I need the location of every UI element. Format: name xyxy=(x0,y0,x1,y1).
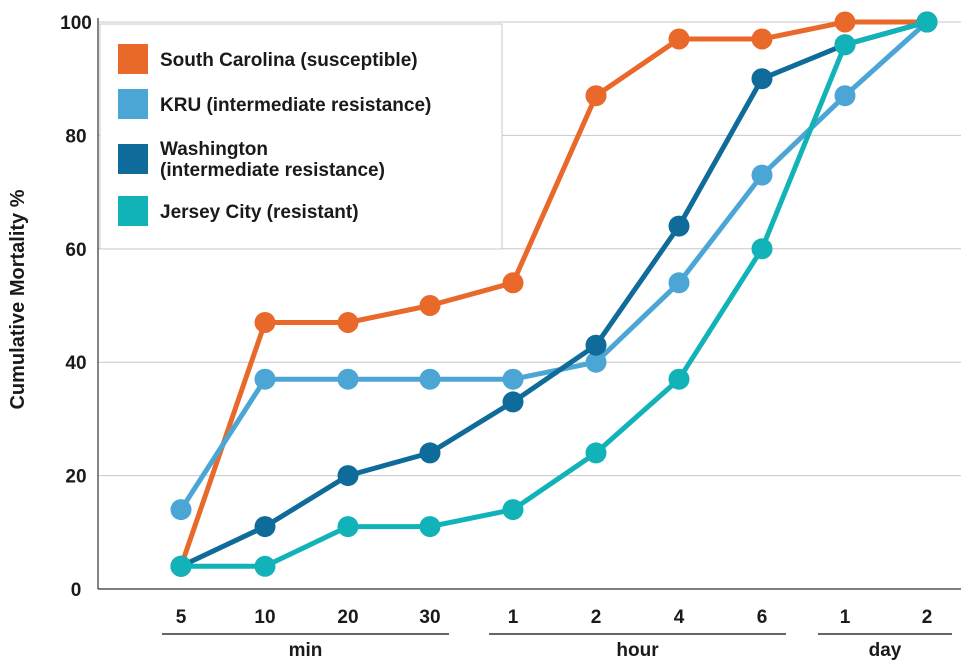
data-point xyxy=(668,215,690,237)
data-point xyxy=(170,555,192,577)
legend-label: South Carolina (susceptible) xyxy=(160,50,418,71)
legend-swatch xyxy=(118,196,148,226)
series-lines xyxy=(170,11,938,577)
data-point xyxy=(170,499,192,521)
series-line xyxy=(178,19,927,568)
data-point xyxy=(502,499,524,521)
data-point xyxy=(751,28,773,50)
x-tick-label: 4 xyxy=(674,607,685,628)
legend-swatch xyxy=(118,44,148,74)
x-group-label: day xyxy=(869,640,902,661)
data-point xyxy=(419,516,441,538)
data-point xyxy=(585,334,607,356)
legend-label-line: South Carolina (susceptible) xyxy=(160,50,418,71)
data-point xyxy=(337,465,359,487)
data-point xyxy=(834,85,856,107)
x-tick-label: 20 xyxy=(337,607,358,628)
x-group-label: min xyxy=(289,640,323,661)
x-tick-label: 5 xyxy=(176,607,187,628)
y-tick-label: 0 xyxy=(71,580,82,601)
legend-swatch xyxy=(118,89,148,119)
data-point xyxy=(419,368,441,390)
data-point xyxy=(254,516,276,538)
axes xyxy=(97,18,961,635)
legend-label: Jersey City (resistant) xyxy=(160,202,359,223)
data-point xyxy=(337,312,359,333)
legend-swatch xyxy=(118,144,148,174)
data-point xyxy=(751,164,773,186)
data-point xyxy=(502,272,524,294)
y-tick-label: 80 xyxy=(65,126,86,147)
legend-label: Washington (intermediate resistance) xyxy=(160,139,385,181)
legend-label-line: Washington xyxy=(160,139,268,160)
data-point xyxy=(668,368,690,390)
data-point xyxy=(585,442,607,464)
y-tick-label: 60 xyxy=(65,240,86,261)
data-point xyxy=(585,85,607,107)
data-point xyxy=(668,28,690,50)
x-tick-label: 30 xyxy=(419,607,440,628)
x-tick-label: 1 xyxy=(840,607,851,628)
x-tick-label: 1 xyxy=(508,607,519,628)
data-point xyxy=(751,68,773,90)
y-tick-label: 40 xyxy=(65,353,86,374)
y-tick-label: 100 xyxy=(60,13,92,34)
data-point xyxy=(419,442,441,464)
x-tick-label: 10 xyxy=(254,607,275,628)
data-point xyxy=(337,368,359,390)
data-point xyxy=(337,516,359,538)
legend: South Carolina (susceptible) KRU (interme… xyxy=(99,23,503,250)
data-point xyxy=(254,368,276,390)
legend-label-line: (intermediate resistance) xyxy=(160,160,385,181)
data-point xyxy=(419,295,441,316)
y-tick-label: 20 xyxy=(65,467,86,488)
legend-label: KRU (intermediate resistance) xyxy=(160,95,431,116)
legend-label-line: Jersey City (resistant) xyxy=(160,202,359,223)
data-point xyxy=(916,11,938,33)
series-line xyxy=(181,19,928,569)
data-point xyxy=(834,34,856,56)
x-tick-label: 2 xyxy=(591,607,602,628)
data-point xyxy=(585,351,607,373)
legend-label-line: KRU (intermediate resistance) xyxy=(160,95,431,116)
data-point xyxy=(751,238,773,260)
data-point xyxy=(668,272,690,294)
x-tick-label: 6 xyxy=(757,607,768,628)
series-line xyxy=(179,19,928,569)
x-tick-label: 2 xyxy=(922,607,933,628)
data-point xyxy=(834,11,856,33)
data-point xyxy=(502,368,524,390)
y-axis-title: Cumulative Mortality % xyxy=(7,189,29,409)
data-point xyxy=(502,391,524,413)
axis-labels: 0 20 40 60 80 100 5 10 20 30 1 2 4 6 1 2 min hour day Cumul… xyxy=(7,13,932,661)
legend-box xyxy=(99,23,503,250)
x-group-label: hour xyxy=(616,640,659,661)
data-point xyxy=(254,555,276,577)
data-point xyxy=(254,312,276,333)
series-3 xyxy=(170,11,938,577)
